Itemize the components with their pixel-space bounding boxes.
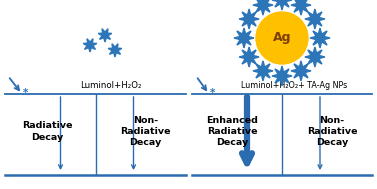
Polygon shape bbox=[310, 28, 330, 48]
Text: Radiative
Decay: Radiative Decay bbox=[22, 122, 73, 142]
Text: Luminol+H₂O₂: Luminol+H₂O₂ bbox=[80, 81, 141, 90]
Text: *: * bbox=[23, 88, 29, 98]
Polygon shape bbox=[272, 0, 292, 10]
Polygon shape bbox=[272, 66, 292, 86]
Text: Enhanced
Radiative
Decay: Enhanced Radiative Decay bbox=[206, 116, 258, 147]
Polygon shape bbox=[83, 39, 97, 52]
Text: Ag: Ag bbox=[273, 32, 291, 44]
Polygon shape bbox=[234, 28, 254, 48]
Polygon shape bbox=[253, 61, 273, 81]
Polygon shape bbox=[98, 29, 112, 42]
Polygon shape bbox=[291, 61, 311, 81]
Polygon shape bbox=[239, 47, 259, 67]
Text: Luminol+H₂O₂+ TA-Ag NPs: Luminol+H₂O₂+ TA-Ag NPs bbox=[241, 81, 347, 90]
Text: *: * bbox=[210, 88, 216, 98]
Polygon shape bbox=[253, 0, 273, 15]
Polygon shape bbox=[305, 47, 325, 67]
Polygon shape bbox=[291, 0, 311, 15]
Text: Non-
Radiative
Decay: Non- Radiative Decay bbox=[307, 116, 357, 147]
Text: Non-
Radiative
Decay: Non- Radiative Decay bbox=[120, 116, 171, 147]
Polygon shape bbox=[305, 9, 325, 29]
Circle shape bbox=[256, 12, 308, 64]
Polygon shape bbox=[239, 9, 259, 29]
Polygon shape bbox=[108, 44, 122, 57]
